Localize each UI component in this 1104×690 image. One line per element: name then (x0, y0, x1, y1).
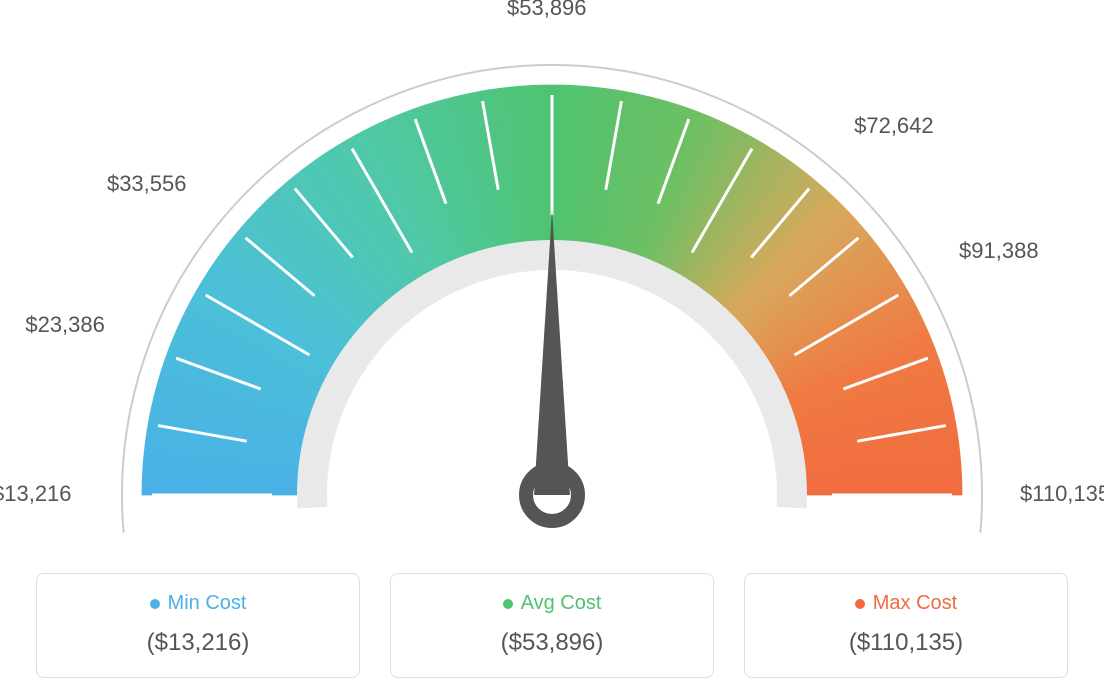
legend-label: Avg Cost (521, 592, 602, 615)
legend-row: Min Cost ($13,216) Avg Cost ($53,896) Ma… (0, 573, 1104, 678)
dot-icon (150, 599, 160, 609)
gauge-scale-label: $72,642 (854, 113, 934, 139)
legend-title-max: Max Cost (755, 592, 1057, 615)
legend-box-avg: Avg Cost ($53,896) (390, 573, 714, 678)
legend-title-avg: Avg Cost (401, 592, 703, 615)
legend-value: ($53,896) (401, 629, 703, 657)
gauge-scale-label: $53,896 (507, 0, 587, 21)
gauge-scale-label: $13,216 (0, 481, 72, 507)
gauge-scale-label: $110,135 (1020, 481, 1104, 507)
dot-icon (503, 599, 513, 609)
gauge-scale-label: $33,556 (107, 171, 187, 197)
legend-value: ($110,135) (755, 629, 1057, 657)
gauge-chart: $13,216 $23,386 $33,556 $53,896 $72,642 $91,3… (0, 0, 1104, 540)
legend-title-min: Min Cost (47, 592, 349, 615)
legend-box-min: Min Cost ($13,216) (36, 573, 360, 678)
legend-box-max: Max Cost ($110,135) (744, 573, 1068, 678)
gauge-scale-label: $91,388 (959, 238, 1039, 264)
gauge-scale-label: $23,386 (25, 312, 105, 338)
legend-label: Min Cost (168, 592, 247, 615)
legend-label: Max Cost (873, 592, 957, 615)
chart-container: $13,216 $23,386 $33,556 $53,896 $72,642 $91,3… (0, 0, 1104, 690)
dot-icon (855, 599, 865, 609)
legend-value: ($13,216) (47, 629, 349, 657)
